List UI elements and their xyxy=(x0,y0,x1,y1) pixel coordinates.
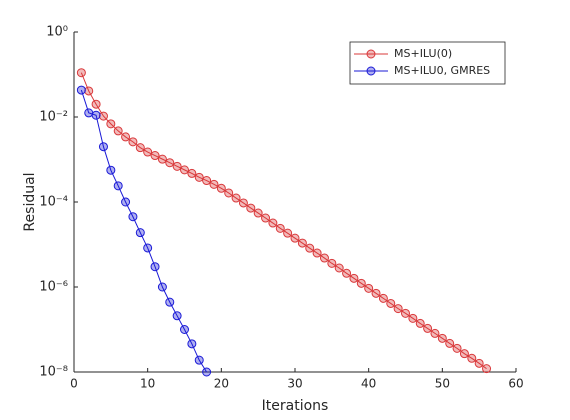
x-tick-label: 0 xyxy=(70,377,78,391)
data-point xyxy=(180,165,189,175)
data-point xyxy=(209,179,219,189)
data-point xyxy=(172,311,182,321)
data-point xyxy=(172,161,182,171)
x-tick-label: 50 xyxy=(435,377,450,391)
data-point xyxy=(349,273,359,283)
data-point xyxy=(246,203,256,213)
data-point xyxy=(445,338,455,348)
data-point xyxy=(290,233,300,243)
legend-marker xyxy=(366,49,376,59)
legend-marker xyxy=(366,66,376,76)
data-point xyxy=(342,268,352,278)
data-point xyxy=(275,223,285,233)
data-point xyxy=(334,263,344,273)
x-tick-label: 60 xyxy=(508,377,523,391)
data-point xyxy=(467,353,477,363)
data-point xyxy=(157,154,167,164)
data-point xyxy=(106,165,116,175)
data-point xyxy=(378,293,388,303)
data-point xyxy=(194,172,204,182)
data-point xyxy=(297,238,307,248)
y-axis-label: Residual xyxy=(22,172,38,231)
x-tick-label: 20 xyxy=(214,377,229,391)
data-point xyxy=(157,282,167,292)
data-point xyxy=(165,297,175,307)
data-point xyxy=(283,228,293,238)
data-point xyxy=(128,137,138,147)
x-tick-label: 30 xyxy=(287,377,302,391)
data-point xyxy=(386,298,396,308)
data-point xyxy=(202,176,212,186)
data-point xyxy=(143,243,153,253)
y-tick-label: 10⁻⁴ xyxy=(39,195,68,210)
data-point xyxy=(84,86,94,96)
data-point xyxy=(202,367,212,377)
data-point xyxy=(224,188,234,198)
y-tick-label: 10⁻⁶ xyxy=(39,280,68,295)
data-point xyxy=(401,308,410,318)
data-point xyxy=(84,108,94,118)
data-point xyxy=(187,168,197,178)
data-point xyxy=(459,349,469,359)
x-axis-label: Iterations xyxy=(262,398,329,414)
data-point xyxy=(91,110,101,120)
x-tick-label: 10 xyxy=(140,377,155,391)
data-point xyxy=(194,355,204,365)
data-point xyxy=(106,119,116,129)
data-point xyxy=(393,304,403,314)
data-point xyxy=(128,212,138,222)
data-point xyxy=(408,313,418,323)
data-point xyxy=(452,343,462,353)
data-point xyxy=(187,339,197,349)
data-point xyxy=(150,262,160,272)
data-point xyxy=(98,111,108,121)
data-point xyxy=(238,198,248,208)
data-point xyxy=(76,85,86,95)
data-point xyxy=(319,253,329,263)
data-point xyxy=(253,208,263,218)
data-point xyxy=(261,213,271,223)
data-point xyxy=(415,318,425,328)
data-point xyxy=(437,333,447,343)
legend-label: MS+ILU(0) xyxy=(394,47,452,60)
series-line xyxy=(80,89,208,373)
data-point xyxy=(135,143,145,153)
data-point xyxy=(327,258,337,268)
data-point xyxy=(143,147,153,157)
data-point xyxy=(268,218,278,228)
data-point xyxy=(371,288,381,298)
data-point xyxy=(364,283,374,293)
data-point xyxy=(312,248,322,258)
data-point xyxy=(430,328,440,338)
data-point xyxy=(165,158,175,168)
legend-box xyxy=(349,41,506,85)
legend-label: MS+ILU0, GMRES xyxy=(394,64,490,77)
data-point xyxy=(98,142,108,152)
data-point xyxy=(113,126,123,136)
data-point xyxy=(121,132,131,142)
data-point xyxy=(113,181,123,191)
data-point xyxy=(305,243,315,253)
x-tick-label: 40 xyxy=(361,377,376,391)
series-line xyxy=(80,72,487,370)
data-point xyxy=(231,193,241,203)
data-point xyxy=(356,278,366,288)
data-point xyxy=(91,99,101,109)
data-point xyxy=(423,323,433,333)
data-point xyxy=(216,183,226,193)
data-point xyxy=(150,151,160,161)
data-point xyxy=(180,325,189,334)
data-point xyxy=(121,197,131,207)
data-point xyxy=(135,228,145,238)
y-tick-label: 10⁻⁸ xyxy=(39,365,68,380)
data-point xyxy=(482,364,492,374)
y-tick-label: 10⁰ xyxy=(46,25,68,40)
y-tick-label: 10⁻² xyxy=(39,110,68,125)
data-point xyxy=(474,358,484,368)
data-point xyxy=(76,68,86,78)
